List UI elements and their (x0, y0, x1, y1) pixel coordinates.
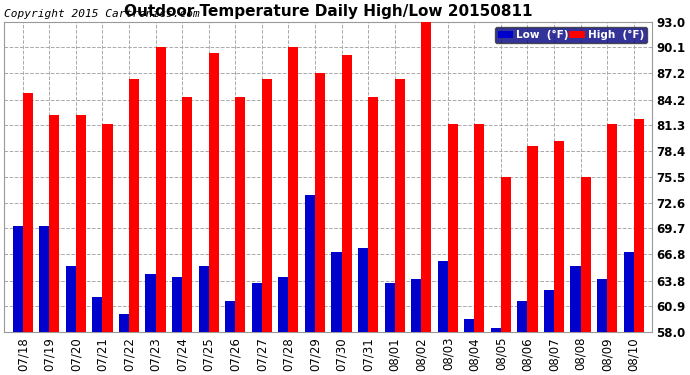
Bar (474, 124, 484, 332)
Bar (305, 195, 315, 332)
Bar (368, 97, 378, 332)
Bar (252, 284, 262, 332)
Bar (315, 73, 325, 332)
Bar (580, 177, 591, 332)
Legend: Low  (°F), High  (°F): Low (°F), High (°F) (495, 27, 647, 43)
Bar (624, 252, 633, 332)
Bar (395, 80, 405, 332)
Bar (288, 48, 299, 332)
Bar (518, 301, 527, 332)
Bar (501, 177, 511, 332)
Bar (146, 274, 155, 332)
Bar (384, 284, 395, 332)
Bar (208, 53, 219, 332)
Bar (464, 319, 474, 332)
Bar (39, 226, 49, 332)
Bar (597, 279, 607, 332)
Bar (554, 141, 564, 332)
Bar (421, 22, 431, 332)
Bar (199, 266, 208, 332)
Bar (331, 252, 342, 332)
Bar (66, 266, 76, 332)
Bar (182, 97, 193, 332)
Bar (102, 124, 112, 332)
Bar (607, 124, 618, 332)
Bar (633, 119, 644, 332)
Bar (491, 328, 501, 332)
Bar (129, 80, 139, 332)
Bar (527, 146, 538, 332)
Bar (358, 248, 368, 332)
Bar (571, 266, 580, 332)
Bar (23, 93, 33, 332)
Bar (119, 314, 129, 332)
Title: Outdoor Temperature Daily High/Low 20150811: Outdoor Temperature Daily High/Low 20150… (124, 4, 533, 19)
Bar (155, 48, 166, 332)
Text: Copyright 2015 Cartronics.com: Copyright 2015 Cartronics.com (4, 9, 200, 19)
Bar (12, 226, 23, 332)
Bar (411, 279, 421, 332)
Bar (172, 277, 182, 332)
Bar (49, 115, 59, 332)
Bar (235, 97, 246, 332)
Bar (448, 124, 458, 332)
Bar (278, 277, 288, 332)
Bar (92, 297, 102, 332)
Bar (225, 301, 235, 332)
Bar (437, 261, 448, 332)
Bar (544, 290, 554, 332)
Bar (76, 115, 86, 332)
Bar (342, 56, 352, 332)
Bar (262, 80, 272, 332)
